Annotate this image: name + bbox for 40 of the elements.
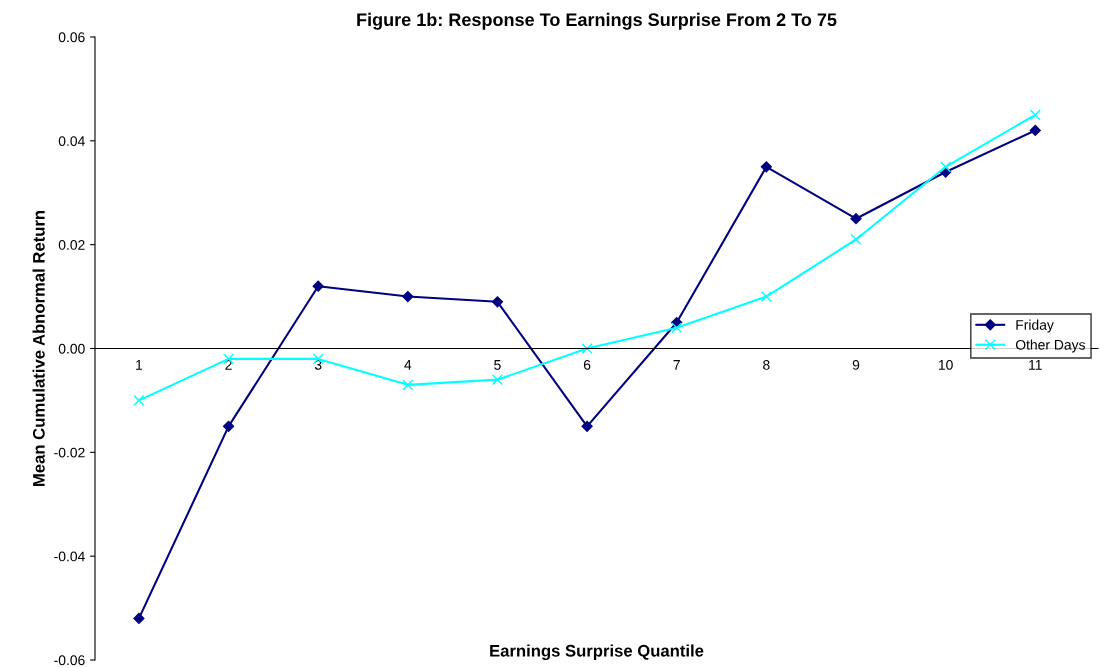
x-axis-title: Earnings Surprise Quantile [490, 644, 704, 661]
point [850, 233, 862, 246]
point [133, 612, 145, 625]
point [402, 290, 414, 303]
point [760, 291, 772, 303]
x-tick-label: 7 [673, 360, 680, 370]
point [671, 322, 683, 334]
x-tick-label: 11 [1029, 360, 1042, 370]
point [1029, 124, 1041, 137]
legend-label: Other Days [1015, 339, 1085, 353]
y-tick-label: 0.04 [58, 136, 85, 146]
point [581, 420, 593, 432]
x-tick-label: 4 [404, 360, 412, 370]
y-tick-label: 0.06 [58, 32, 85, 43]
point [581, 342, 593, 355]
y-tick-label: -0.04 [54, 551, 85, 562]
point [402, 379, 414, 391]
x-tick-label: 6 [583, 359, 591, 370]
point [312, 280, 324, 292]
x-tick-label: 1 [136, 360, 143, 370]
point [133, 394, 145, 406]
chart-title: Figure 1b: Response To Earnings Surprise From 2 To 75 [357, 12, 837, 30]
y-tick-label: 0.02 [58, 240, 85, 250]
point [1029, 109, 1041, 121]
point [491, 374, 504, 386]
y-tick-label: -0.02 [54, 447, 85, 458]
point [940, 161, 952, 173]
x-tick-label: 10 [938, 359, 953, 370]
x-tick-label: 8 [763, 359, 770, 370]
y-tick-label: 0.00 [58, 343, 85, 354]
point [222, 420, 235, 432]
y-tick-label: -0.06 [54, 655, 85, 666]
x-tick-label: 9 [852, 359, 860, 370]
y-axis-title: Mean Cumulative Abnormal Return [32, 210, 45, 486]
legend-label: Friday [1016, 319, 1054, 333]
point [491, 296, 504, 308]
point [850, 213, 862, 225]
point [760, 161, 772, 173]
x-tick-label: 2 [225, 359, 232, 370]
x-tick-label: 5 [494, 360, 501, 370]
